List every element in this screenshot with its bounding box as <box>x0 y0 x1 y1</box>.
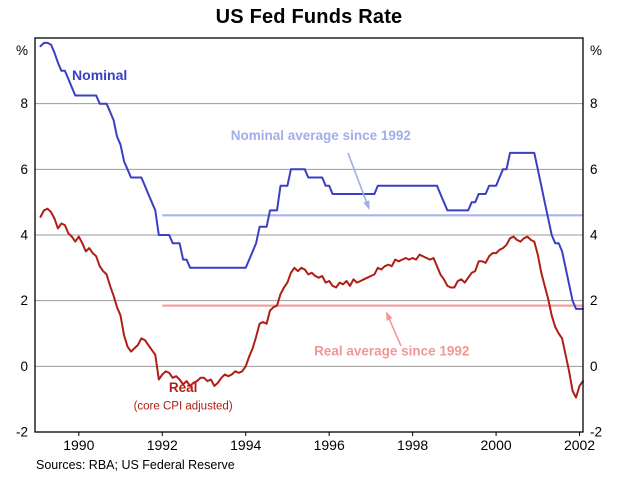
x-tick-label: 1994 <box>230 437 261 453</box>
x-tick-label: 2002 <box>564 437 595 453</box>
y-tick-label-left: -2 <box>16 425 28 440</box>
annotation-real-label: Real <box>169 380 198 395</box>
series-line-real <box>39 207 584 399</box>
nominal-avg-arrow-head <box>363 200 370 210</box>
annotation-nominal-avg-label: Nominal average since 1992 <box>231 128 411 143</box>
y-tick-label-right: 4 <box>590 228 598 243</box>
y-tick-label-left: 4 <box>20 228 28 243</box>
y-tick-label-right: -2 <box>590 425 602 440</box>
plot-frame <box>34 37 584 433</box>
y-tick-label-left: 8 <box>20 96 28 111</box>
annotation-real-sublabel: (core CPI adjusted) <box>134 401 233 413</box>
y-tick-label-left: 0 <box>20 359 28 374</box>
y-tick-label-right: 0 <box>590 359 598 374</box>
y-tick-label-right: 6 <box>590 162 598 177</box>
x-tick-label: 1998 <box>397 437 428 453</box>
nominal-avg-arrow <box>347 152 370 209</box>
x-tick-label: 2000 <box>481 437 512 453</box>
percent-label-right: % <box>590 43 602 58</box>
chart-title: US Fed Funds Rate <box>215 6 403 28</box>
real-avg-arrow-head <box>385 311 393 321</box>
x-tick-label: 1992 <box>147 437 178 453</box>
x-tick-label: 1996 <box>314 437 345 453</box>
source-note: Sources: RBA; US Federal Reserve <box>36 458 235 472</box>
x-tick-label: 1990 <box>63 437 94 453</box>
y-tick-label-left: 2 <box>20 293 28 308</box>
y-tick-label-left: 6 <box>20 162 28 177</box>
percent-label-left: % <box>16 43 28 58</box>
annotation-nominal-label: Nominal <box>72 67 127 83</box>
y-tick-label-right: 2 <box>590 293 598 308</box>
series-line-nominal <box>39 41 584 310</box>
annotation-real-avg-label: Real average since 1992 <box>314 343 469 358</box>
y-tick-label-right: 8 <box>590 96 598 111</box>
